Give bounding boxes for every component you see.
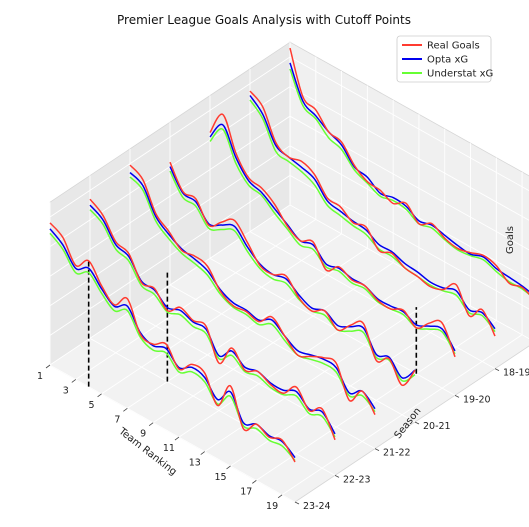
- grid-line-season: [129, 311, 376, 450]
- y-tick-mark: [294, 501, 300, 505]
- y-tick-mark: [334, 474, 340, 478]
- series-lines: [49, 47, 529, 463]
- y-tick-label: 20-21: [423, 421, 451, 432]
- series-line-18-19-understat-xg: [249, 99, 496, 333]
- x-tick-mark: [252, 480, 257, 484]
- x-tick-mark: [277, 494, 283, 499]
- y-tick-label: 19-20: [463, 394, 491, 405]
- grid-line-z: [49, 56, 529, 218]
- series-line-21-22-real-goals: [129, 164, 376, 415]
- x-tick-mark: [97, 393, 102, 398]
- x-tick-label: 9: [140, 429, 146, 440]
- x-tick-label: 13: [189, 458, 201, 469]
- series-line-23-24-understat-xg: [49, 232, 296, 462]
- y-tick-mark: [414, 421, 420, 425]
- y-tick-label: 22-23: [343, 474, 371, 485]
- grid-line-z: [49, 174, 529, 336]
- axis-ticks: 13579111315171917-1818-1919-2020-2121-22…: [37, 364, 529, 512]
- legend-label-opta: Opta xG: [427, 55, 468, 66]
- x-tick-label: 15: [214, 472, 226, 483]
- grid-line-season: [89, 337, 336, 476]
- x-tick-mark: [200, 451, 205, 455]
- x-tick-mark: [174, 436, 180, 441]
- y-tick-label: 23-24: [303, 501, 331, 512]
- x-tick-label: 17: [240, 486, 252, 497]
- x-tick-label: 1: [37, 371, 43, 382]
- legend: Real Goals Opta xG Understat xG: [396, 35, 493, 83]
- x-tick-mark: [123, 407, 128, 412]
- series-line-19-20-opta-xg: [209, 123, 456, 352]
- series-line-18-19-real-goals: [249, 90, 496, 337]
- series-line-22-23-real-goals: [89, 198, 336, 441]
- y-tick-mark: [494, 368, 500, 372]
- series-line-21-22-opta-xg: [129, 171, 376, 410]
- y-tick-label: 21-22: [383, 448, 411, 459]
- x-tick-label: 7: [114, 414, 120, 425]
- y-tick-mark: [374, 448, 380, 452]
- y-tick-label: 18-19: [503, 368, 529, 379]
- grid-line-z: [49, 145, 529, 307]
- x-tick-mark: [45, 364, 51, 369]
- legend-box: [396, 35, 492, 83]
- grid-line-season: [249, 231, 496, 370]
- legend-label-understat: Understat xG: [427, 69, 493, 80]
- x-tick-label: 19: [266, 501, 278, 512]
- x-tick-label: 3: [63, 385, 69, 396]
- grid-line-z: [49, 115, 529, 277]
- series-line-21-22-understat-xg: [129, 176, 376, 413]
- legend-label-real: Real Goals: [427, 41, 480, 52]
- x-tick-mark: [71, 379, 77, 383]
- grid-line-z: [49, 86, 529, 247]
- x-tick-label: 11: [163, 443, 175, 454]
- grid-line-season: [49, 364, 296, 503]
- x-tick-mark: [226, 465, 231, 470]
- series-line-20-21-real-goals: [169, 161, 416, 386]
- chart-title: Premier League Goals Analysis with Cutof…: [117, 13, 411, 27]
- x-tick-label: 5: [89, 400, 95, 411]
- series-line-19-20-real-goals: [209, 113, 456, 358]
- series-line-17-18-real-goals: [289, 47, 529, 295]
- series-line-23-24-real-goals: [49, 222, 296, 463]
- y-tick-mark: [454, 394, 460, 398]
- series-line-17-18-understat-xg: [289, 68, 529, 296]
- grid-line-season: [169, 284, 416, 423]
- series-line-20-21-understat-xg: [169, 170, 416, 382]
- x-tick-mark: [148, 422, 154, 427]
- z-axis-label: Goals: [505, 226, 516, 254]
- cutoff-lines: [87, 260, 418, 387]
